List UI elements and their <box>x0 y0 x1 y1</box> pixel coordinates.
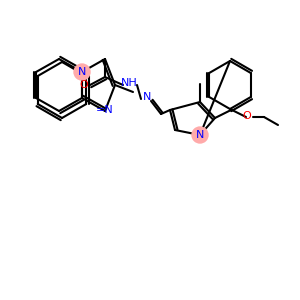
Text: N: N <box>143 92 151 102</box>
Text: NH: NH <box>121 78 137 88</box>
Text: =N: =N <box>96 105 114 115</box>
Circle shape <box>192 127 208 143</box>
Text: N: N <box>78 67 86 77</box>
Circle shape <box>74 64 90 80</box>
Text: N: N <box>196 130 204 140</box>
Text: O: O <box>243 111 251 121</box>
Text: O: O <box>80 80 88 90</box>
